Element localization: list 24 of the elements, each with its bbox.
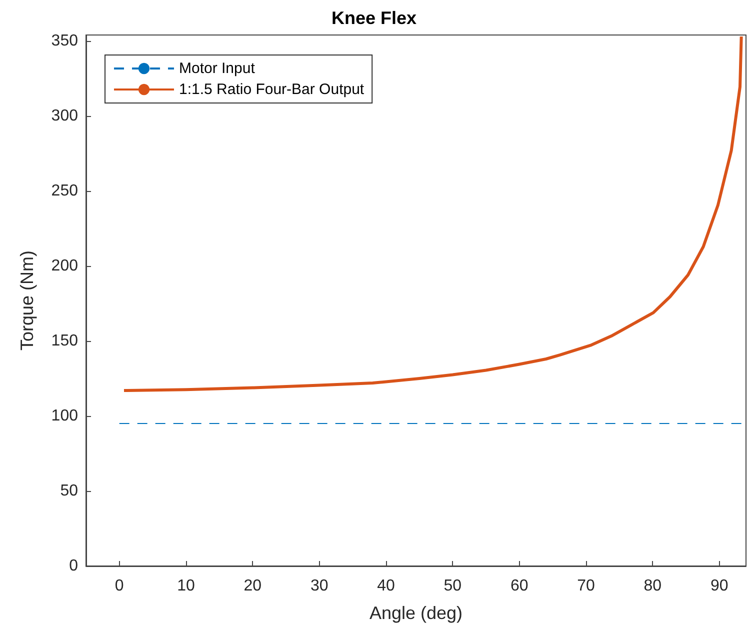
- y-tick-label: 200: [51, 258, 78, 274]
- y-tick-label: 300: [51, 108, 78, 124]
- x-tick-label: 0: [114, 578, 124, 594]
- x-tick-label: 40: [377, 578, 395, 594]
- x-tick-label: 90: [710, 578, 728, 594]
- line-series: [122, 35, 743, 392]
- y-tick-label: 150: [51, 332, 78, 350]
- legend-label: Motor Input: [179, 60, 256, 77]
- x-tick-label: 30: [310, 578, 328, 594]
- chart-title: Knee Flex: [331, 8, 417, 28]
- x-tick-label: 20: [244, 578, 262, 594]
- x-tick-label: 80: [644, 578, 662, 594]
- legend-label: 1:1.5 Ratio Four-Bar Output: [179, 81, 365, 98]
- y-tick-label: 100: [51, 408, 78, 424]
- y-tick-label: 0: [69, 558, 78, 574]
- x-tick-label: 60: [510, 578, 528, 594]
- x-tick-label: 70: [577, 578, 595, 594]
- x-tick-label: 50: [444, 578, 462, 594]
- y-tick-label: 50: [60, 482, 78, 500]
- y-tick-label: 250: [51, 182, 78, 200]
- x-axis-title: Angle (deg): [369, 603, 463, 623]
- y-axis-title: Torque (Nm): [17, 250, 37, 351]
- y-tick-label: 350: [51, 32, 78, 50]
- x-tick-label: 10: [177, 578, 195, 594]
